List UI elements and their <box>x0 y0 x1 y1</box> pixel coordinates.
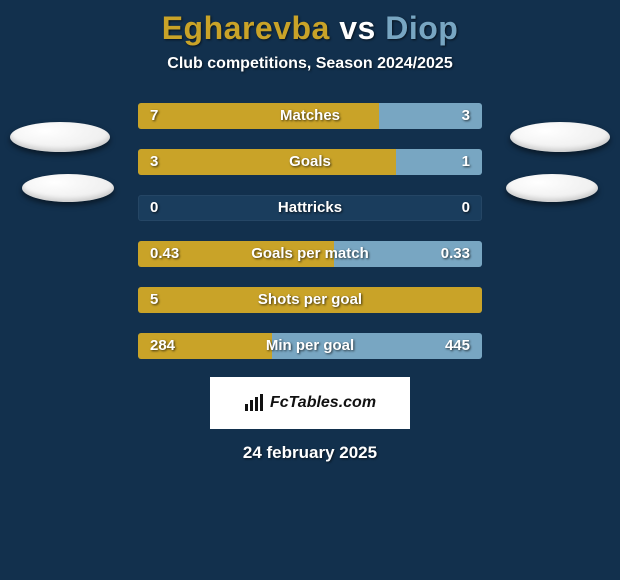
bar-track <box>138 103 482 129</box>
decor-oval-bottom-right <box>506 174 598 202</box>
title-vs: vs <box>339 10 376 46</box>
decor-oval-top-left <box>10 122 110 152</box>
bar-right <box>334 241 482 267</box>
bar-track <box>138 241 482 267</box>
comparison-card: Egharevba vs Diop Club competitions, Sea… <box>0 0 620 463</box>
stat-row: Min per goal284445 <box>0 323 620 369</box>
bar-left <box>138 333 272 359</box>
chart-icon <box>244 394 264 412</box>
date: 24 february 2025 <box>0 429 620 463</box>
player-left-name: Egharevba <box>162 10 330 46</box>
bar-left <box>138 103 379 129</box>
bar-right <box>379 103 482 129</box>
bar-left <box>138 149 396 175</box>
bar-track <box>138 149 482 175</box>
logo-text: FcTables.com <box>270 394 376 412</box>
bar-left <box>138 241 334 267</box>
stat-row: Goals per match0.430.33 <box>0 231 620 277</box>
bar-track <box>138 195 482 221</box>
decor-oval-bottom-left <box>22 174 114 202</box>
bar-track <box>138 333 482 359</box>
stat-row: Shots per goal5 <box>0 277 620 323</box>
title-row: Egharevba vs Diop <box>0 6 620 55</box>
subtitle: Club competitions, Season 2024/2025 <box>0 55 620 93</box>
logo-box: FcTables.com <box>210 377 410 429</box>
decor-oval-top-right <box>510 122 610 152</box>
bar-left <box>138 287 482 313</box>
bar-track <box>138 287 482 313</box>
bar-right <box>396 149 482 175</box>
bar-right <box>272 333 482 359</box>
player-right-name: Diop <box>385 10 458 46</box>
